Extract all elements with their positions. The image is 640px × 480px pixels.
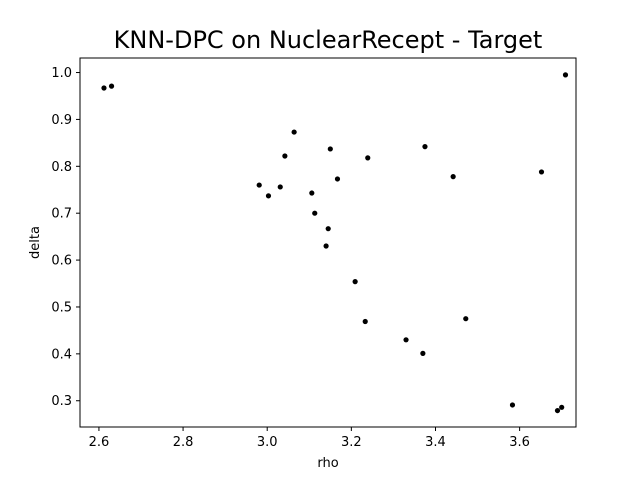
x-axis-label: rho bbox=[317, 456, 338, 471]
x-tick-label: 3.4 bbox=[425, 435, 446, 450]
y-tick-label: 0.5 bbox=[51, 300, 72, 315]
data-point-2 bbox=[256, 182, 262, 188]
x-tick-label: 3.0 bbox=[257, 435, 278, 450]
y-tick-label: 0.7 bbox=[51, 207, 72, 222]
data-point-7 bbox=[309, 190, 315, 196]
x-axis: 2.6 2.8 3.0 3.2 3.4 3.6 bbox=[89, 427, 530, 450]
data-point-5 bbox=[282, 153, 288, 159]
data-point-21 bbox=[509, 402, 516, 408]
data-point-17 bbox=[420, 350, 426, 356]
data-point-22 bbox=[538, 169, 545, 175]
data-point-12 bbox=[334, 176, 341, 182]
y-axis: 0.3 0.4 0.5 0.6 0.7 0.8 0.9 1.0 bbox=[51, 66, 80, 409]
y-tick-label: 0.9 bbox=[51, 113, 72, 128]
data-point-15 bbox=[365, 155, 371, 161]
data-point-16 bbox=[403, 337, 409, 343]
data-point-11 bbox=[327, 146, 333, 152]
data-point-24 bbox=[559, 404, 565, 410]
data-point-23 bbox=[554, 407, 561, 414]
x-tick-label: 2.8 bbox=[173, 435, 194, 450]
y-tick-label: 0.3 bbox=[51, 394, 72, 409]
data-point-13 bbox=[352, 279, 358, 285]
data-point-18 bbox=[422, 144, 428, 150]
data-point-8 bbox=[312, 210, 318, 216]
data-point-20 bbox=[463, 316, 469, 322]
y-tick-label: 1.0 bbox=[51, 66, 72, 81]
x-tick-label: 2.6 bbox=[89, 435, 110, 450]
data-point-1 bbox=[108, 83, 115, 89]
data-point-3 bbox=[265, 193, 272, 199]
data-point-6 bbox=[291, 129, 297, 135]
y-tick-label: 0.6 bbox=[51, 254, 72, 269]
y-axis-label: delta bbox=[28, 226, 43, 259]
data-point-4 bbox=[277, 184, 283, 190]
plot-area-frame bbox=[79, 57, 577, 428]
data-points bbox=[101, 72, 569, 414]
data-point-14 bbox=[362, 318, 368, 325]
x-tick-label: 3.6 bbox=[509, 435, 530, 450]
data-point-19 bbox=[450, 174, 456, 180]
y-tick-label: 0.8 bbox=[51, 160, 72, 175]
y-tick-label: 0.4 bbox=[51, 347, 72, 362]
x-tick-label: 3.2 bbox=[341, 435, 362, 450]
data-point-25 bbox=[562, 72, 569, 78]
data-point-10 bbox=[325, 226, 331, 232]
data-point-0 bbox=[101, 85, 107, 91]
data-point-9 bbox=[323, 243, 329, 249]
chart-title: KNN-DPC on NuclearRecept - Target bbox=[114, 26, 543, 54]
